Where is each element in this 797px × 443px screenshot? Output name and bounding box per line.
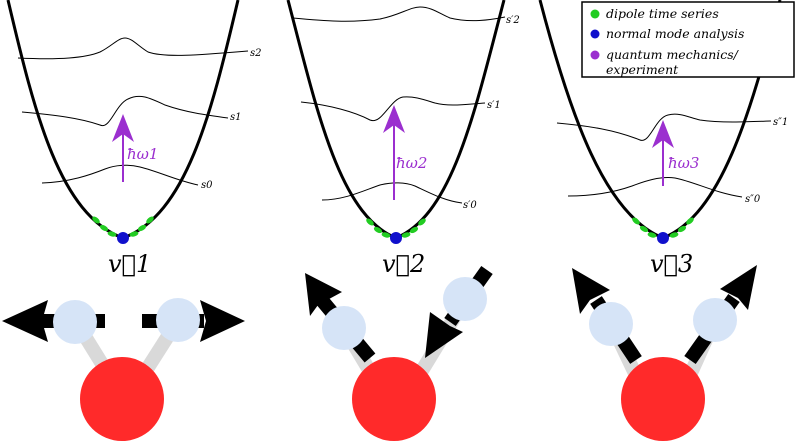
- water-molecule-3: [572, 265, 757, 441]
- transition-arrowhead-3: [652, 120, 674, 148]
- wavefunction-s1-1: [21, 95, 229, 127]
- water-molecule-1: [2, 298, 245, 441]
- level-label-s0-2: s′0: [463, 200, 477, 211]
- dipole-samples-2: [366, 218, 426, 238]
- level-label-s0-1: s0: [201, 180, 213, 191]
- wavefunction-s1-3: [556, 113, 772, 141]
- dipole-samples-1: [92, 216, 154, 237]
- level-label-s1-2: s′1: [487, 100, 501, 111]
- mode-panel-3: s″1 s″0 ħω3 v⃗3: [538, 0, 788, 441]
- transition-arrowhead-2: [383, 105, 405, 133]
- wavefunction-s0-1: [41, 164, 199, 186]
- legend-marker-dipole: [590, 9, 600, 19]
- level-label-s2-1: s2: [250, 48, 262, 59]
- oxygen-atom-2: [352, 357, 436, 441]
- displacement-arrow-1a-head: [2, 300, 48, 342]
- mode-vector-label-1: v⃗1: [108, 250, 151, 278]
- legend-label-dipole: dipole time series: [606, 6, 719, 21]
- oxygen-atom-1: [80, 357, 164, 441]
- legend-box: [581, 1, 795, 78]
- legend: dipole time series normal mode analysis …: [581, 1, 795, 78]
- wavefunction-s1-2: [300, 96, 486, 122]
- legend-label-quantum: quantum mechanics/: [606, 47, 740, 62]
- wavefunction-s2-1: [17, 37, 249, 60]
- hydrogen-atom-3b: [693, 298, 737, 342]
- displacement-arrow-3a-head: [572, 268, 610, 314]
- displacement-arrow-1b-head: [200, 300, 245, 342]
- level-label-s0-3: s″0: [745, 194, 761, 205]
- transition-label-3: ħω3: [668, 154, 699, 172]
- level-label-s1-1: s1: [230, 112, 242, 123]
- level-label-s1-3: s″1: [773, 117, 788, 128]
- transition-arrowhead-1: [112, 114, 134, 142]
- transition-label-2: ħω2: [396, 154, 427, 172]
- hydrogen-atom-3a: [589, 302, 633, 346]
- mode-panel-1: s2 s1 s0 ħω1 v⃗1: [2, 0, 262, 441]
- displacement-arrow-2a-head: [305, 273, 342, 316]
- mode-panel-2: s′2 s′1 s′0 ħω2 v⃗2: [286, 0, 520, 441]
- wavefunction-s0-2: [321, 182, 463, 204]
- normal-mode-point-2: [390, 232, 402, 244]
- wavefunction-s0-3: [567, 177, 743, 198]
- normal-mode-point-1: [117, 232, 129, 244]
- hydrogen-atom-2b: [443, 277, 487, 321]
- hydrogen-atom-1a: [53, 300, 97, 344]
- mode-vector-label-3: v⃗3: [650, 250, 693, 278]
- displacement-arrow-3b-head: [720, 265, 757, 310]
- oxygen-atom-3: [621, 357, 705, 441]
- legend-label-quantum-cont: experiment: [606, 62, 679, 77]
- dipole-samples-3: [632, 217, 694, 238]
- normal-mode-point-3: [657, 232, 669, 244]
- legend-marker-normal-mode: [590, 29, 600, 39]
- legend-marker-quantum: [590, 50, 600, 60]
- displacement-arrow-2b-head: [425, 312, 463, 358]
- water-molecule-2: [305, 265, 493, 441]
- legend-label-normal-mode: normal mode analysis: [606, 26, 744, 41]
- mode-vector-label-2: v⃗2: [382, 250, 425, 278]
- hydrogen-atom-1b: [156, 298, 200, 342]
- hydrogen-atom-2a: [322, 306, 366, 350]
- transition-label-1: ħω1: [127, 145, 158, 163]
- level-label-s2-2: s′2: [506, 15, 520, 26]
- wavefunction-s2-2: [292, 6, 506, 22]
